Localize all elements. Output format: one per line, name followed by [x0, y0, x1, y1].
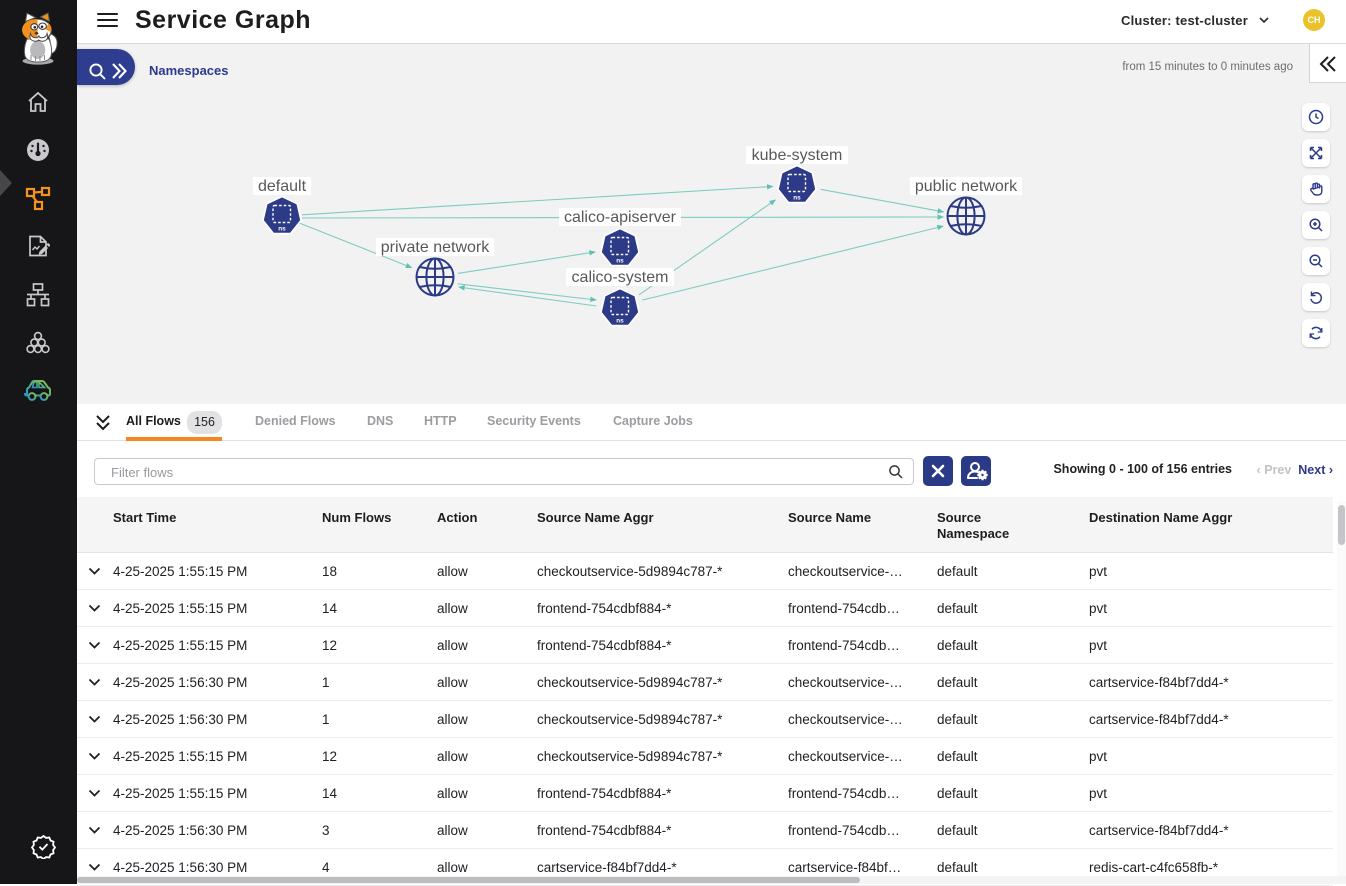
svg-text:default: default [258, 178, 307, 195]
svg-text:calico-apiserver: calico-apiserver [564, 209, 677, 226]
svg-text:public network: public network [915, 178, 1018, 195]
svg-text:calico-system: calico-system [572, 269, 669, 286]
svg-text:kube-system: kube-system [752, 147, 843, 164]
svg-text:private network: private network [381, 239, 490, 256]
